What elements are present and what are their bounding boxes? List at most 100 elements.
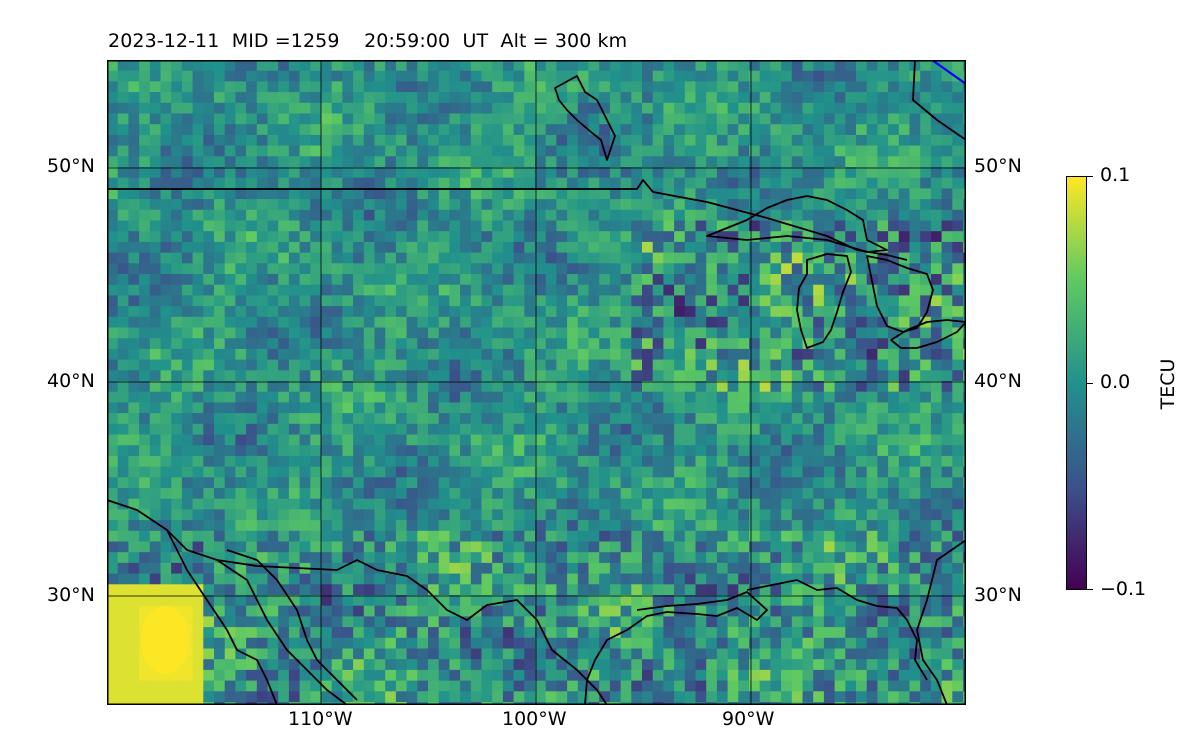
tec-cell	[342, 402, 354, 414]
tec-cell	[406, 669, 418, 682]
tec-cell	[460, 145, 472, 157]
tec-cell	[652, 188, 664, 200]
tec-cell	[235, 584, 247, 596]
tec-cell	[321, 402, 333, 414]
tec-cell	[385, 423, 397, 435]
tec-cell	[321, 113, 333, 125]
tec-cell	[770, 81, 782, 93]
tec-cell	[674, 659, 686, 671]
tec-cell	[738, 231, 750, 243]
tec-cell	[363, 284, 375, 296]
tec-cell	[856, 274, 868, 286]
tec-cell	[428, 552, 440, 564]
tec-cell	[171, 295, 183, 307]
tec-cell	[781, 488, 793, 500]
tec-cell	[770, 627, 782, 639]
tec-cell	[663, 413, 675, 425]
tec-cell	[952, 295, 964, 307]
tec-cell	[438, 616, 450, 628]
tec-cell	[139, 562, 151, 575]
tec-cell	[856, 391, 868, 403]
tec-cell	[535, 177, 547, 189]
tec-cell	[385, 241, 397, 254]
tec-cell	[256, 381, 268, 393]
tec-cell	[107, 562, 119, 575]
tec-cell	[256, 595, 268, 607]
tec-cell	[599, 327, 611, 339]
tec-cell	[160, 370, 172, 382]
tec-cell	[749, 263, 761, 275]
tec-cell	[749, 327, 761, 339]
tec-cell	[107, 573, 119, 585]
tec-cell	[395, 124, 408, 136]
tec-cell	[749, 455, 761, 468]
tec-cell	[353, 680, 365, 692]
tec-cell	[203, 391, 215, 403]
tec-cell	[706, 391, 718, 403]
tec-cell	[706, 92, 718, 104]
tec-cell	[834, 145, 846, 157]
tec-cell	[470, 509, 482, 521]
tec-cell	[802, 102, 814, 114]
tec-cell	[577, 92, 589, 104]
tec-cell	[278, 327, 290, 339]
tec-cell	[545, 455, 557, 468]
tec-cell	[802, 209, 814, 221]
tec-cell	[727, 584, 739, 596]
tec-cell	[256, 669, 268, 682]
tec-cell	[171, 156, 183, 168]
tec-cell	[342, 306, 354, 318]
tec-cell	[781, 498, 793, 510]
tec-cell	[588, 541, 600, 553]
tec-cell	[481, 584, 493, 596]
tec-cell	[866, 402, 878, 414]
tec-cell	[727, 231, 739, 243]
tec-cell	[428, 445, 440, 457]
tec-cell	[288, 659, 301, 671]
tec-cell	[502, 60, 515, 72]
tec-cell	[781, 669, 793, 682]
tec-cell	[513, 209, 525, 221]
tec-cell	[502, 466, 515, 478]
tec-cell	[224, 455, 236, 468]
tec-cell	[770, 92, 782, 104]
tec-cell	[470, 477, 482, 489]
tec-cell	[684, 584, 696, 596]
tec-cell	[941, 167, 953, 179]
tec-cell	[888, 477, 900, 489]
tec-cell	[535, 520, 547, 532]
tec-cell	[898, 530, 910, 542]
tec-cell	[556, 145, 568, 157]
tec-cell	[331, 659, 343, 671]
tec-cell	[791, 637, 803, 649]
tec-cell	[823, 477, 836, 489]
tec-cell	[599, 263, 611, 275]
tec-cell	[952, 530, 964, 542]
texas-louisiana-coast	[584, 591, 768, 705]
tec-cell	[374, 209, 386, 221]
tec-cell	[652, 562, 664, 575]
tec-cell	[278, 402, 290, 414]
tec-cell	[759, 584, 771, 596]
tec-cell	[567, 691, 579, 703]
tec-cell	[620, 188, 632, 200]
tec-cell	[460, 498, 472, 510]
tec-cell	[759, 348, 771, 361]
tec-cell	[577, 691, 589, 703]
tec-cell	[877, 488, 889, 500]
tec-cell	[920, 498, 932, 510]
tec-cell	[149, 220, 161, 232]
tec-cell	[749, 70, 761, 82]
tec-cell	[502, 552, 515, 564]
tec-cell	[781, 156, 793, 168]
tec-cell	[727, 669, 739, 682]
tec-cell	[353, 509, 365, 521]
us-mexico-border	[107, 499, 608, 705]
tec-cell	[524, 284, 536, 296]
tec-cell	[674, 402, 686, 414]
tec-cell	[395, 402, 408, 414]
tec-cell	[599, 552, 611, 564]
tec-cell	[684, 466, 696, 478]
tec-cell	[545, 252, 557, 264]
tec-cell	[834, 348, 846, 361]
